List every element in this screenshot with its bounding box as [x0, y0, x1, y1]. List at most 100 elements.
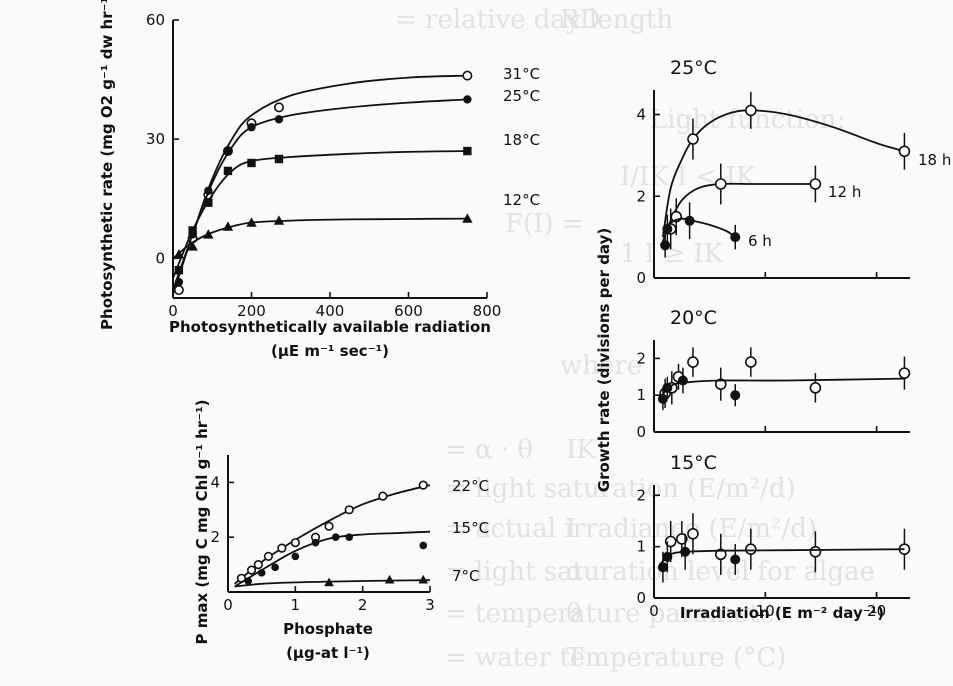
data-point [345, 533, 354, 541]
series-line [658, 548, 905, 566]
data-point [203, 229, 214, 239]
data-point [223, 166, 233, 176]
data-point [687, 527, 699, 540]
panel-title: 15°C [670, 452, 717, 474]
series-label: 22°C [452, 477, 489, 495]
series-line [658, 377, 905, 400]
ghost-line-left: I [566, 514, 576, 544]
data-point [745, 543, 757, 556]
data-point [662, 223, 673, 234]
x-tick-label: 0 [168, 302, 178, 320]
background-text-layer: RD = relative day length Light function:… [395, 5, 875, 673]
ghost-line-left: T [566, 643, 584, 673]
ghost-line-right: = temperature parameter [445, 599, 788, 629]
y-tick-label: 1 [636, 386, 646, 404]
x-axis-unit: (μg-at l⁻¹) [286, 644, 370, 662]
ghost-line-right: F(I) = [505, 209, 584, 239]
data-point [418, 574, 429, 584]
series-label: 18°C [503, 131, 540, 149]
series-label: 25°C [503, 87, 540, 105]
data-point [253, 559, 263, 570]
y-tick-label: 0 [636, 589, 646, 607]
data-point [418, 480, 428, 490]
data-point [809, 545, 822, 558]
series-label: 6 h [748, 232, 772, 250]
ghost-line-right: = α · θ [445, 435, 533, 465]
y-tick-label: 4 [636, 106, 646, 124]
data-point [174, 277, 184, 287]
data-point [714, 178, 727, 190]
x-tick-label: 600 [394, 302, 423, 320]
ghost-line-right: where [560, 351, 642, 381]
x-tick-label: 800 [473, 302, 502, 320]
x-tick-label: 2 [358, 596, 368, 614]
panel-title: 25°C [670, 57, 717, 79]
data-point [222, 221, 234, 231]
y-tick-label: 30 [146, 130, 165, 148]
data-point [898, 145, 911, 158]
y-tick-label: 1 [636, 538, 646, 556]
data-point [714, 378, 727, 390]
series-label: 7°C [452, 567, 480, 585]
ghost-line-left: θ [566, 599, 582, 629]
data-point [714, 548, 727, 561]
data-point [324, 577, 334, 587]
series-label: 12 h [828, 183, 861, 201]
x-tick-label: 10 [756, 602, 775, 620]
data-point [378, 491, 388, 501]
data-point [419, 541, 428, 550]
ghost-line-right: 1 I ≥ IK [620, 239, 724, 269]
ghost-line-left: IK [566, 435, 596, 465]
data-point [263, 551, 274, 561]
charts-layer: 0 200 400 600 8000306031°C25°C18°C12°CPhotos… [98, 0, 951, 662]
series-line [662, 109, 905, 238]
x-axis-unit: (μE m⁻¹ sec⁻¹) [271, 342, 389, 360]
data-point [257, 569, 266, 577]
y-tick-label: 0 [155, 249, 165, 267]
data-point [687, 133, 699, 145]
data-point [247, 123, 256, 132]
data-point [344, 505, 354, 515]
data-point [664, 535, 677, 548]
x-axis-title: Irradiation (E m⁻² day⁻¹) [680, 604, 884, 622]
data-point [274, 115, 284, 124]
ghost-line-right: = light saturation level for algae [445, 557, 875, 587]
series-label: 15°C [452, 519, 489, 537]
data-point [745, 356, 757, 368]
data-point [271, 563, 279, 572]
y-axis-title: Growth rate (divisions per day) [595, 228, 613, 492]
data-point [311, 538, 320, 547]
y-tick-label: 2 [210, 528, 220, 546]
data-point [246, 565, 257, 575]
data-point [898, 367, 911, 379]
data-point [676, 533, 688, 545]
data-point [204, 186, 213, 195]
data-point [246, 217, 257, 227]
y-tick-label: 60 [146, 11, 165, 29]
x-tick-label: 0 [649, 602, 659, 620]
data-point [188, 226, 197, 235]
ghost-line-right: = light saturation (E/m²/d) [445, 474, 796, 504]
panel-title: 20°C [670, 307, 717, 329]
data-point [331, 533, 340, 541]
y-tick-label: 0 [636, 423, 646, 441]
x-tick-label: 0 [223, 596, 233, 614]
data-point [277, 543, 287, 553]
x-axis-title: Phosphate [283, 620, 373, 638]
y-axis-title: Photosynthetic rate (mg O2 g⁻¹ dw hr⁻¹) [98, 0, 116, 330]
data-point [187, 241, 198, 251]
y-axis-title: P max (mg C mg Chl g⁻¹ hr⁻¹) [193, 399, 211, 644]
series-label: 31°C [503, 65, 540, 83]
data-point [290, 538, 300, 548]
data-point [174, 266, 184, 275]
series-label: 18 h [918, 151, 951, 169]
data-point [660, 240, 671, 251]
data-point [384, 574, 395, 584]
data-point [291, 552, 300, 561]
ghost-line-right: = relative day length [395, 5, 673, 35]
x-tick-label: 200 [237, 302, 266, 320]
data-point [730, 554, 741, 565]
